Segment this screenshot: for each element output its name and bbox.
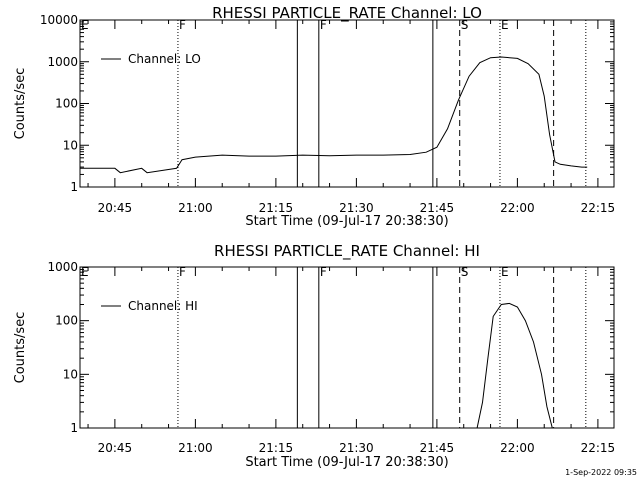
x-tick-label: 21:00 (178, 441, 213, 455)
y-axis-label: Counts/sec (13, 68, 28, 140)
x-tick-label: 21:30 (339, 201, 374, 215)
series-line (476, 302, 553, 429)
y-tick-label: 1000 (47, 55, 78, 69)
x-tick-label: 22:15 (581, 201, 616, 215)
y-tick-label: 1 (70, 421, 78, 435)
event-marker-label: E (501, 18, 509, 32)
event-marker-label: F (320, 18, 327, 32)
x-tick-label: 20:45 (98, 201, 133, 215)
y-tick-label: 10 (63, 367, 78, 381)
x-tick-label: 21:45 (420, 441, 455, 455)
chart-lo-channel: RHESSI PARTICLE_RATE Channel: LO 1 10 100 10… (13, 4, 615, 229)
y-tick-label: 100 (55, 314, 78, 328)
x-tick-label: 21:00 (178, 201, 213, 215)
event-marker-label: S (461, 265, 469, 279)
y-tick-label: 1000 (47, 260, 78, 274)
series-line (80, 56, 588, 174)
x-tick-label: 22:00 (500, 201, 535, 215)
event-marker-label: F (179, 18, 186, 32)
footer-timestamp: 1-Sep-2022 09:35 (565, 468, 637, 477)
legend-entry: Channel: LO (128, 52, 201, 66)
x-axis-label: Start Time (09-Jul-17 20:38:30) (245, 455, 448, 470)
plot-frame (79, 266, 615, 429)
chart-title: RHESSI PARTICLE_RATE Channel: HI (214, 242, 480, 261)
x-tick-label: 21:45 (420, 201, 455, 215)
x-tick-label: 21:15 (259, 201, 294, 215)
chart-title: RHESSI PARTICLE_RATE Channel: LO (212, 4, 482, 23)
event-marker-label: E (81, 18, 89, 32)
y-tick-label: 10 (63, 138, 78, 152)
legend-entry: Channel: HI (128, 299, 198, 313)
event-marker-label: F (179, 265, 186, 279)
y-tick-label: 10000 (40, 13, 78, 27)
x-tick-label: 20:45 (98, 441, 133, 455)
y-axis-label: Counts/sec (13, 312, 28, 384)
event-marker-label: E (81, 265, 89, 279)
plot-frame (79, 19, 615, 188)
event-marker-label: S (461, 18, 469, 32)
y-tick-label: 1 (70, 180, 78, 194)
event-marker-label: F (320, 265, 327, 279)
x-tick-label: 22:00 (500, 441, 535, 455)
event-marker-label: E (501, 265, 509, 279)
x-axis-label: Start Time (09-Jul-17 20:38:30) (245, 214, 448, 229)
x-tick-label: 21:30 (339, 441, 374, 455)
chart-hi-channel: RHESSI PARTICLE_RATE Channel: HI 1 10 100 10… (13, 242, 615, 470)
x-tick-label: 21:15 (259, 441, 294, 455)
x-tick-label: 22:15 (581, 441, 616, 455)
y-tick-label: 100 (55, 97, 78, 111)
